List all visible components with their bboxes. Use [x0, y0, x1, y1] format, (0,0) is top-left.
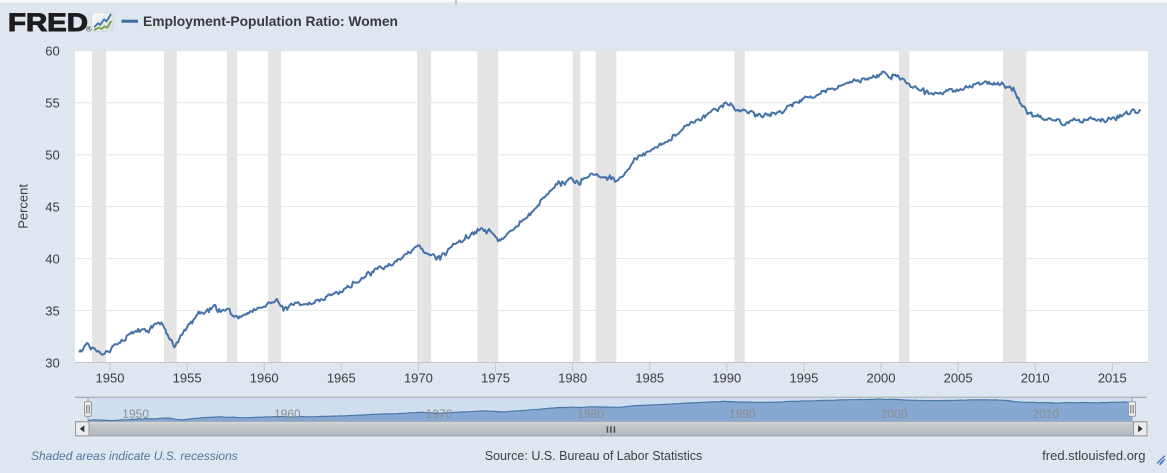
svg-text:40: 40 [45, 251, 59, 266]
svg-text:60: 60 [45, 44, 59, 59]
svg-text:1950: 1950 [122, 407, 149, 421]
svg-text:1950: 1950 [96, 370, 125, 385]
svg-text:1980: 1980 [558, 370, 587, 385]
svg-text:2010: 2010 [1021, 370, 1050, 385]
svg-text:Shaded areas indicate U.S. rec: Shaded areas indicate U.S. recessions [31, 449, 238, 463]
svg-text:1960: 1960 [274, 407, 301, 421]
svg-text:2015: 2015 [1098, 370, 1127, 385]
svg-text:2005: 2005 [944, 370, 973, 385]
svg-text:1990: 1990 [712, 370, 741, 385]
svg-text:FRED: FRED [8, 9, 88, 37]
svg-text:Source: U.S. Bureau of Labor S: Source: U.S. Bureau of Labor Statistics [485, 449, 702, 463]
svg-text:1960: 1960 [250, 370, 279, 385]
svg-text:50: 50 [45, 148, 59, 163]
svg-text:1985: 1985 [635, 370, 664, 385]
svg-text:2000: 2000 [881, 407, 908, 421]
svg-text:55: 55 [45, 96, 59, 111]
svg-text:1995: 1995 [789, 370, 818, 385]
svg-text:2000: 2000 [867, 370, 896, 385]
svg-text:1965: 1965 [327, 370, 356, 385]
svg-text:Employment-Population Ratio: W: Employment-Population Ratio: Women [143, 14, 398, 29]
svg-text:Percent: Percent [16, 184, 31, 229]
svg-text:35: 35 [45, 303, 59, 318]
svg-text:fred.stlouisfed.org: fred.stlouisfed.org [1042, 448, 1145, 463]
svg-text:1980: 1980 [577, 407, 604, 421]
svg-text:45: 45 [45, 199, 59, 214]
svg-text:30: 30 [45, 355, 59, 370]
svg-text:1955: 1955 [173, 370, 202, 385]
svg-text:®: ® [86, 25, 92, 34]
svg-text:2010: 2010 [1032, 407, 1059, 421]
svg-text:1970: 1970 [426, 407, 453, 421]
svg-text:1975: 1975 [481, 370, 510, 385]
svg-text:1990: 1990 [729, 407, 756, 421]
svg-text:1970: 1970 [404, 370, 433, 385]
